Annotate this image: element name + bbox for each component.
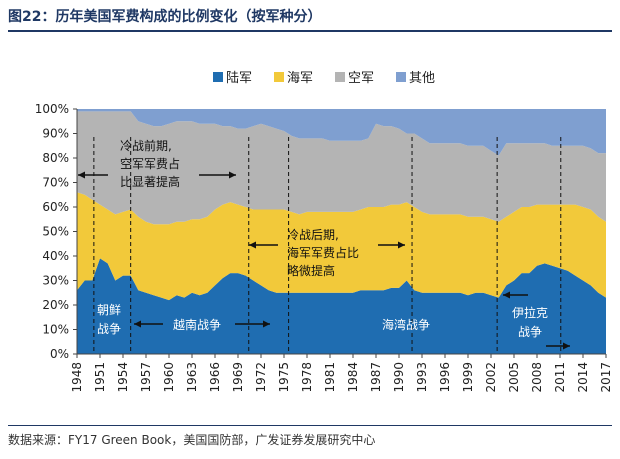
area-series-4 bbox=[77, 109, 606, 156]
area-series-3 bbox=[77, 111, 606, 225]
arrow-vietnam-right bbox=[235, 320, 270, 328]
x-tick-label: 1960 bbox=[162, 362, 176, 393]
annotation-vietnam-war: 越南战争 bbox=[173, 317, 221, 332]
x-tick-label: 1993 bbox=[415, 362, 429, 393]
y-tick-label: 10% bbox=[42, 323, 69, 337]
y-tick-label: 50% bbox=[42, 225, 69, 239]
plot-area bbox=[77, 109, 606, 354]
annotation-cold-war-early: 空军军费占 bbox=[120, 156, 180, 171]
x-tick-label: 2008 bbox=[530, 362, 544, 393]
arrow-cold-war-early-left bbox=[78, 171, 108, 179]
figure-title: 图22：历年美国军费构成的比例变化（按军种分） bbox=[8, 9, 322, 25]
x-tick-label: 1954 bbox=[116, 362, 130, 393]
legend-swatch bbox=[274, 72, 284, 82]
arrow-iraq-left bbox=[503, 291, 528, 299]
legend-label: 空军 bbox=[348, 71, 374, 86]
x-tick-label: 1966 bbox=[208, 362, 222, 393]
legend-swatch bbox=[335, 72, 345, 82]
x-tick-label: 1957 bbox=[139, 362, 153, 393]
legend-swatch bbox=[396, 72, 406, 82]
legend: 陆军 海军 空军 其他 bbox=[213, 70, 435, 86]
x-tick-label: 1963 bbox=[185, 362, 199, 393]
y-tick-label: 70% bbox=[42, 176, 69, 190]
x-tick-label: 1975 bbox=[277, 362, 291, 393]
x-tick-label: 1990 bbox=[392, 362, 406, 393]
y-tick-label: 90% bbox=[42, 127, 69, 141]
legend-label: 海军 bbox=[287, 71, 313, 86]
x-tick-label: 1996 bbox=[438, 362, 452, 393]
x-tick-label: 2011 bbox=[553, 362, 567, 393]
x-tick-label: 2002 bbox=[484, 362, 498, 393]
y-tick-label: 40% bbox=[42, 249, 69, 263]
annotation-cold-war-early: 比显著提高 bbox=[120, 174, 180, 189]
annotation-iraq-war: 伊拉克 bbox=[512, 305, 548, 320]
arrow-cold-war-early-right bbox=[199, 171, 236, 179]
annotation-iraq-war: 战争 bbox=[518, 325, 542, 339]
x-tick-label: 1981 bbox=[323, 362, 337, 393]
arrow-cold-war-late-right bbox=[378, 241, 405, 249]
arrow-iraq-right bbox=[546, 342, 570, 350]
y-tick-label: 0% bbox=[50, 347, 69, 361]
arrow-vietnam-left bbox=[134, 320, 163, 328]
area-series-1 bbox=[77, 258, 606, 354]
x-tick-label: 1984 bbox=[346, 362, 360, 393]
annotation-korean-war: 战争 bbox=[97, 322, 121, 336]
annotation-cold-war-late: 略微提高 bbox=[287, 263, 335, 278]
axes: 0% 10% 20% 30% 40% 50% 60% 70% 80% 90% 100% 1948 195… bbox=[35, 102, 613, 393]
annotation-cold-war-early: 冷战前期, bbox=[120, 138, 172, 153]
annotation-gulf-war: 海湾战争 bbox=[382, 317, 430, 332]
y-tick-label: 20% bbox=[42, 298, 69, 312]
x-tick-label: 1999 bbox=[461, 362, 475, 393]
x-tick-label: 1987 bbox=[369, 362, 383, 393]
title-divider bbox=[8, 30, 612, 32]
x-tick-label: 1948 bbox=[70, 362, 84, 393]
area-series-2 bbox=[77, 192, 606, 301]
x-tick-label: 1972 bbox=[254, 362, 268, 393]
x-tick-label: 2017 bbox=[599, 362, 613, 393]
y-tick-label: 30% bbox=[42, 274, 69, 288]
source-note: 数据来源：FY17 Green Book，美国国防部，广发证券发展研究中心 bbox=[8, 433, 376, 447]
annotation-cold-war-late: 海军军费占比 bbox=[287, 245, 359, 260]
legend-swatch bbox=[213, 72, 223, 82]
legend-label: 陆军 bbox=[226, 70, 252, 86]
x-tick-label: 2014 bbox=[576, 362, 590, 393]
x-tick-label: 1951 bbox=[93, 362, 107, 393]
annotation-cold-war-late: 冷战后期, bbox=[287, 228, 339, 242]
x-tick-label: 1969 bbox=[231, 362, 245, 393]
source-divider bbox=[8, 425, 612, 426]
arrow-cold-war-late-left bbox=[249, 241, 278, 249]
annotation-korean-war: 朝鲜 bbox=[97, 303, 121, 317]
legend-label: 其他 bbox=[409, 71, 435, 86]
y-tick-label: 100% bbox=[35, 102, 69, 116]
y-tick-label: 80% bbox=[42, 151, 69, 165]
x-tick-label: 2005 bbox=[507, 362, 521, 393]
y-tick-label: 60% bbox=[42, 200, 69, 214]
x-tick-label: 1978 bbox=[300, 362, 314, 393]
